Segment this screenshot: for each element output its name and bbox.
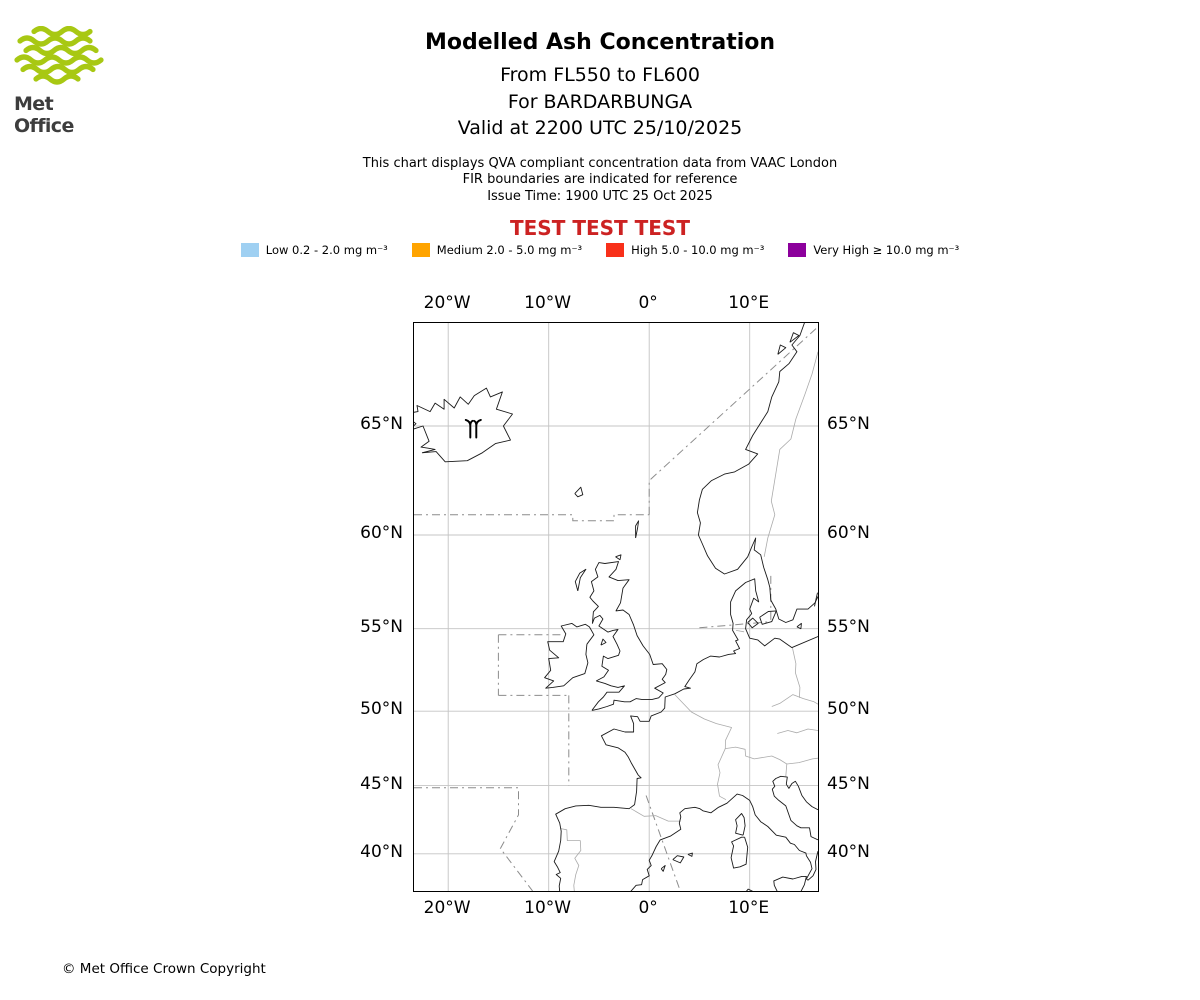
coastline-path <box>735 813 746 836</box>
coastline-path <box>574 568 587 592</box>
legend-swatch-medium <box>411 243 430 257</box>
coastline-path <box>814 592 818 607</box>
lat-label-left: 65°N <box>360 414 403 434</box>
test-banner: TEST TEST TEST <box>510 216 690 240</box>
europe-map <box>413 322 819 892</box>
country-border-path <box>630 808 681 822</box>
legend-item-high: High 5.0 - 10.0 mg m⁻³ <box>606 243 764 257</box>
lat-label-left: 40°N <box>360 842 403 862</box>
fir-boundary-path <box>648 328 817 515</box>
coastline-path <box>789 332 800 343</box>
lon-label-bottom: 10°W <box>524 898 572 918</box>
coastline-path <box>589 561 668 711</box>
notes-block: This chart displays QVA compliant concen… <box>0 156 1200 206</box>
country-border-path <box>771 694 818 707</box>
fir-boundary-path <box>645 795 681 891</box>
legend-label: Medium 2.0 - 5.0 mg m⁻³ <box>436 243 583 257</box>
legend-item-medium: Medium 2.0 - 5.0 mg m⁻³ <box>411 243 583 257</box>
coastline-path <box>759 610 777 625</box>
lat-label-left: 50°N <box>360 699 403 719</box>
lat-label-right: 65°N <box>827 414 870 434</box>
coastline-path <box>687 852 693 857</box>
fir-boundary-path <box>414 514 650 522</box>
subtitle-volcano-name: For BARDARBUNGA <box>507 90 693 113</box>
country-border-path <box>792 647 801 698</box>
lat-label-right: 45°N <box>827 774 870 794</box>
note-fir: FIR boundaries are indicated for referen… <box>462 172 738 187</box>
coastline-path <box>696 323 818 623</box>
header: Modelled Ash Concentration From FL550 to… <box>0 30 1200 240</box>
coastline-path <box>414 387 513 463</box>
lon-label-bottom: 0° <box>638 898 658 918</box>
coastline-path <box>730 836 749 869</box>
country-border-path <box>725 746 788 777</box>
lon-label-top: 10°E <box>728 293 770 313</box>
legend: Low 0.2 - 2.0 mg m⁻³ Medium 2.0 - 5.0 mg … <box>0 243 1200 257</box>
legend-label: Low 0.2 - 2.0 mg m⁻³ <box>265 243 388 257</box>
country-border-path <box>736 630 745 633</box>
country-border-path <box>786 757 818 765</box>
coastline-path <box>635 520 640 539</box>
legend-swatch-very-high <box>788 243 807 257</box>
legend-label: High 5.0 - 10.0 mg m⁻³ <box>631 243 765 257</box>
lat-label-left: 60°N <box>360 523 403 543</box>
coastline-path <box>574 486 584 498</box>
lon-label-bottom: 20°W <box>423 898 471 918</box>
lat-label-left: 55°N <box>360 617 403 637</box>
subtitle-valid-time: Valid at 2200 UTC 25/10/2025 <box>457 117 743 139</box>
note-qva: This chart displays QVA compliant concen… <box>362 155 838 171</box>
page-title: Modelled Ash Concentration <box>424 30 776 55</box>
legend-swatch-high <box>606 243 625 257</box>
legend-swatch-low <box>240 243 259 257</box>
country-border-path <box>674 694 732 749</box>
subtitle-block: From FL550 to FL600 For BARDARBUNGA Vali… <box>0 62 1200 142</box>
coastline-path <box>615 554 622 561</box>
country-border-path <box>717 748 727 801</box>
coastline-path <box>773 875 807 891</box>
lat-label-right: 60°N <box>827 523 870 543</box>
legend-label: Very High ≥ 10.0 mg m⁻³ <box>813 243 960 257</box>
lon-label-top: 10°W <box>524 293 572 313</box>
lat-label-left: 45°N <box>360 774 403 794</box>
country-border-path <box>777 728 818 734</box>
logo-text: Met Office <box>14 93 74 137</box>
map-area: 20°W 20°W 10°W 10°W 0° 0° 10°E 10°E 65°N 65°N 60°N… <box>360 293 870 918</box>
coastline-path <box>796 622 802 630</box>
coastline-path <box>600 638 607 646</box>
coastline-path <box>660 865 666 872</box>
note-issue-time: Issue Time: 1900 UTC 25 Oct 2025 <box>487 188 713 204</box>
fir-boundary-path <box>699 621 772 629</box>
legend-item-very-high: Very High ≥ 10.0 mg m⁻³ <box>788 243 959 257</box>
legend-item-low: Low 0.2 - 2.0 mg m⁻³ <box>240 243 388 257</box>
coastline-path <box>672 855 685 864</box>
lon-label-bottom: 10°E <box>728 898 770 918</box>
lat-label-right: 50°N <box>827 699 870 719</box>
copyright-footer: © Met Office Crown Copyright <box>62 961 266 977</box>
lon-label-top: 20°W <box>423 293 471 313</box>
volcano-symbol <box>464 418 482 439</box>
fir-boundary-path <box>414 787 533 891</box>
lat-label-right: 40°N <box>827 842 870 862</box>
country-border-path <box>560 828 582 891</box>
lat-label-right: 55°N <box>827 617 870 637</box>
coastline-path <box>553 578 818 891</box>
coastline-path <box>746 888 754 891</box>
coastline-path <box>630 793 818 891</box>
coastline-path <box>544 622 595 689</box>
lon-label-top: 0° <box>638 293 658 313</box>
coastline-path <box>771 775 818 841</box>
met-office-logo: Met Office <box>14 25 114 137</box>
met-office-waves-icon <box>14 25 104 85</box>
subtitle-flight-levels: From FL550 to FL600 <box>500 64 700 86</box>
coastline-path <box>777 344 787 355</box>
country-border-path <box>763 351 818 557</box>
coastline-path <box>747 617 759 629</box>
